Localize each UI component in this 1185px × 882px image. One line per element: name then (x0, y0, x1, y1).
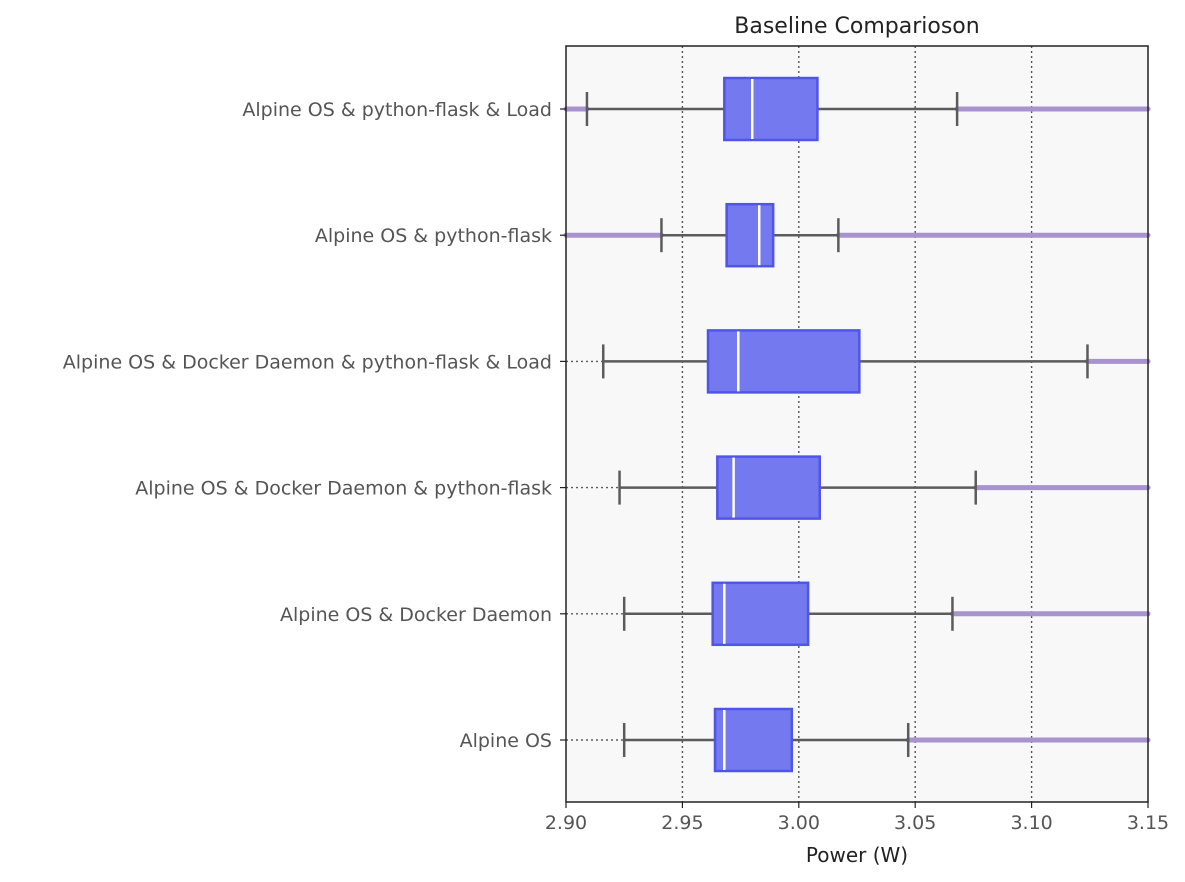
box-group (566, 455, 1151, 520)
box (711, 581, 810, 647)
y-tick-label: Alpine OS & python-flask & Load (242, 99, 552, 121)
grid-lines (681, 46, 1033, 802)
box-group (563, 76, 1151, 142)
plot-area (566, 46, 1148, 802)
y-tick-label: Alpine OS & Docker Daemon & python-flask (135, 478, 552, 500)
x-tick-label: 2.95 (661, 812, 703, 834)
y-tick-label: Alpine OS (460, 730, 552, 752)
box (706, 329, 861, 394)
box-group (566, 581, 1151, 647)
chart-title: Baseline Comparioson (734, 14, 979, 39)
y-tick-label: Alpine OS & Docker Daemon (280, 604, 552, 626)
x-tick-label: 3.10 (1010, 812, 1052, 834)
y-axis: Alpine OS & python-flask & Load Alpine OS… (63, 99, 566, 752)
x-axis: 2.90 2.95 3.00 3.05 3.10 3.15 (545, 802, 1169, 834)
x-tick-label: 3.15 (1127, 812, 1169, 834)
box (723, 76, 819, 142)
x-axis-label: Power (W) (806, 843, 908, 867)
x-tick-label: 3.05 (894, 812, 936, 834)
y-tick-label: Alpine OS & Docker Daemon & python-flask… (63, 351, 552, 373)
box-group (566, 707, 1151, 773)
box (725, 202, 775, 268)
box-group (566, 329, 1151, 394)
x-tick-label: 3.00 (778, 812, 820, 834)
y-tick-label: Alpine OS & python-flask (315, 225, 552, 247)
x-tick-label: 2.90 (545, 812, 587, 834)
box (713, 707, 794, 773)
plot-frame (565, 45, 1149, 803)
box-group (563, 202, 1151, 268)
box-series (563, 76, 1151, 773)
